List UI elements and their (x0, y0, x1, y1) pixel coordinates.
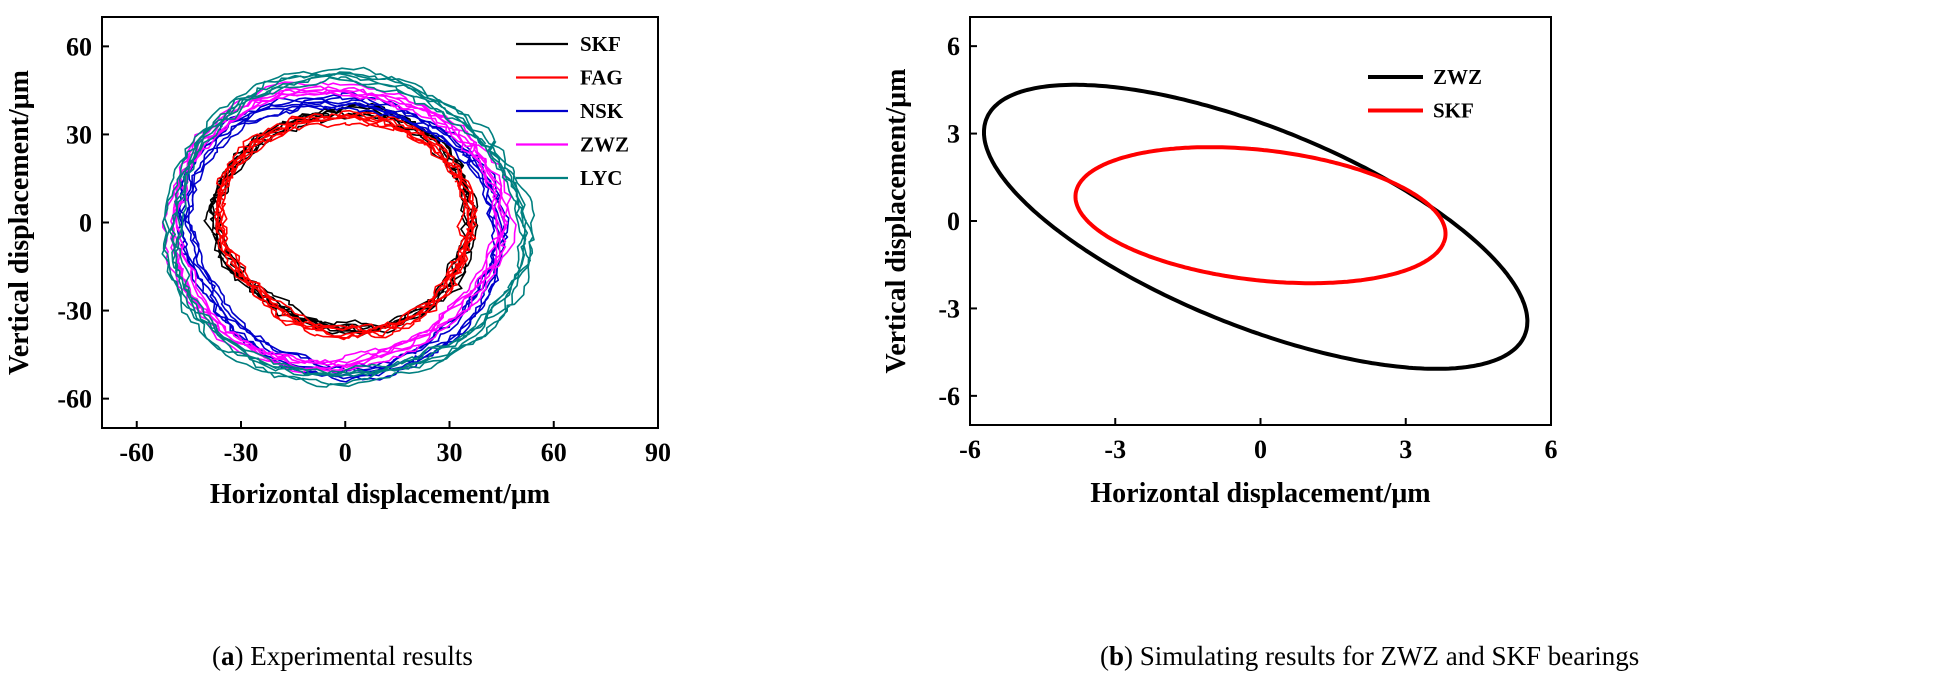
x-axis-title-a: Horizontal displacement/μm (210, 479, 550, 510)
legend-label-a-skf: SKF (580, 32, 621, 56)
panel-b: -6 -3 0 3 6 -6 -3 0 3 6 Horizontal displacement/μm… (881, 16, 1558, 509)
y-tick-label-b-2: 0 (947, 207, 960, 236)
caption-b-text: Simulating results for ZWZ and SKF beari… (1133, 641, 1640, 671)
series-a-zwz-line (161, 81, 517, 374)
series-b-zwz-line (982, 82, 1530, 371)
y-tick-label-a-0: -60 (57, 385, 92, 414)
caption-a-text: Experimental results (243, 641, 473, 671)
legend-label-b-zwz: ZWZ (1433, 65, 1482, 89)
x-tick-label-a-5: 90 (645, 438, 671, 467)
caption-a: (a) Experimental results (212, 641, 473, 671)
y-tick-label-b-4: 6 (947, 32, 960, 61)
y-axis-title-b: Vertical displacement/μm (881, 69, 912, 374)
series-a-fag-line (213, 109, 478, 341)
legend-label-a-zwz: ZWZ (580, 133, 629, 157)
x-tick-label-a-0: -60 (119, 438, 154, 467)
x-tick-label-b-1: -3 (1104, 435, 1126, 464)
caption-b: (b) Simulating results for ZWZ and SKF b… (1100, 641, 1640, 671)
x-tick-label-a-2: 0 (339, 438, 352, 467)
y-tick-label-a-3: 30 (66, 120, 92, 149)
y-tick-label-b-3: 3 (947, 120, 960, 149)
y-tick-label-b-0: -6 (938, 382, 960, 411)
x-tick-label-b-2: 0 (1254, 435, 1267, 464)
legend-label-a-lyc: LYC (580, 166, 622, 190)
x-tick-label-a-1: -30 (224, 438, 259, 467)
series-a-nsk-line (176, 92, 510, 383)
series-b-skf-line (1073, 145, 1448, 286)
x-axis-title-b: Horizontal displacement/μm (1090, 478, 1430, 509)
x-tick-label-a-3: 30 (437, 438, 463, 467)
x-tick-label-b-3: 3 (1399, 435, 1412, 464)
legend-label-a-nsk: NSK (580, 99, 624, 123)
y-tick-label-a-1: -30 (57, 297, 92, 326)
panel-a: -60 -30 0 30 60 90 -60 -30 0 30 60 Horizontal displ… (4, 16, 671, 510)
y-tick-label-a-4: 60 (66, 32, 92, 61)
x-tick-label-b-0: -6 (959, 435, 981, 464)
series-a-skf-line (203, 102, 479, 337)
y-tick-label-a-2: 0 (79, 209, 92, 238)
legend-label-b-skf: SKF (1433, 99, 1474, 123)
series-a-lyc-line (161, 66, 536, 388)
caption-b-letter: b (1109, 641, 1125, 671)
x-tick-label-a-4: 60 (541, 438, 567, 467)
y-axis-title-a: Vertical displacement/μm (4, 70, 35, 375)
y-tick-label-b-1: -3 (938, 294, 960, 323)
x-tick-label-b-4: 6 (1545, 435, 1558, 464)
legend-label-a-fag: FAG (580, 66, 623, 90)
caption-a-letter: a (221, 641, 235, 671)
